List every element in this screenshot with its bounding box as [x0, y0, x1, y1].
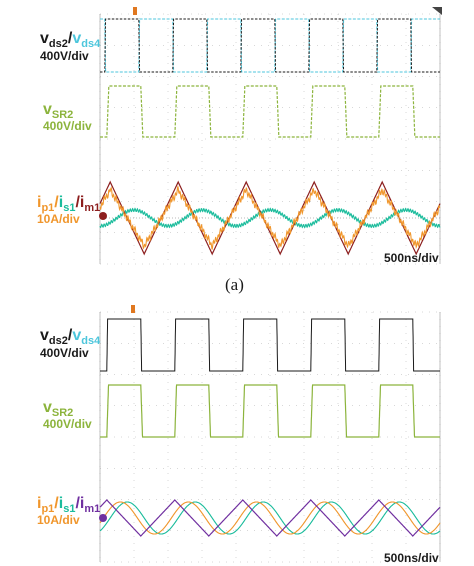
trace-is1: [99, 207, 441, 229]
panel-a-grid: [99, 13, 441, 265]
channel-marker-current: [99, 514, 107, 522]
panel-b: vds2/vds4 400V/div vSR2 400V/div ip1/is1…: [37, 305, 441, 565]
trace-im1: [99, 180, 441, 256]
trace-vsr2: [100, 85, 440, 138]
trigger-marker: [133, 7, 137, 15]
label-vds2-vds4: vds2/vds4: [40, 327, 101, 347]
label-vsr2-scale: 400V/div: [43, 119, 92, 133]
label-vds-scale: 400V/div: [40, 49, 89, 63]
label-current-scale: 10A/div: [37, 513, 80, 527]
label-currents: ip1/is1/im1: [37, 495, 100, 515]
trace-vds2: [100, 318, 440, 372]
caption-a: (a): [225, 275, 244, 294]
panel-a-traces: [99, 18, 441, 256]
trace-ip1: [99, 501, 441, 535]
label-vsr2-scale: 400V/div: [43, 417, 92, 431]
trigger-marker: [131, 305, 135, 313]
timebase-label-a: 500ns/div: [384, 251, 439, 265]
trace-vds4: [100, 18, 440, 73]
label-vsr2: vSR2: [43, 399, 73, 419]
trace-im1: [99, 499, 441, 537]
trace-is1: [99, 501, 441, 535]
trace-ip1: [99, 185, 441, 250]
label-vds2-vds4: vds2/vds4: [40, 30, 101, 50]
label-current-scale: 10A/div: [37, 212, 80, 226]
label-vsr2: vSR2: [43, 101, 73, 121]
timebase-label-b: 500ns/div: [384, 551, 439, 565]
label-vds-scale: 400V/div: [40, 346, 89, 360]
panel-a: vds2/vds4 400V/div vSR2 400V/div ip1/is1…: [37, 7, 442, 294]
label-currents: ip1/is1/im1: [37, 194, 100, 214]
trace-vds2: [100, 18, 440, 73]
trigger-level-icon: [432, 7, 442, 15]
trace-vsr2: [100, 384, 440, 438]
panel-b-traces: [99, 318, 441, 537]
channel-marker-current: [99, 212, 107, 220]
